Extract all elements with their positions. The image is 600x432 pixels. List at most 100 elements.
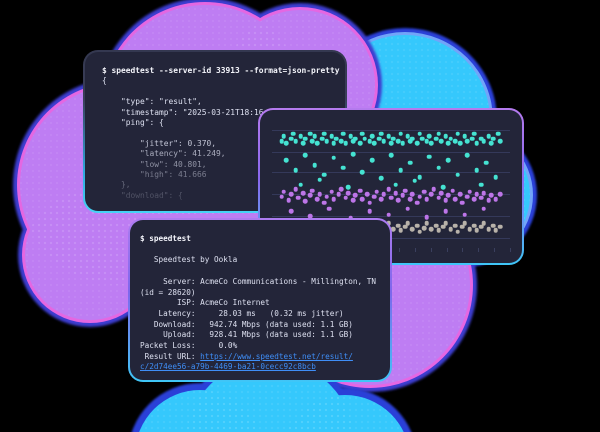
download-band-dot xyxy=(472,131,477,136)
download-band-dot xyxy=(469,136,475,141)
terminal-line: (id = 28620) xyxy=(140,287,196,297)
upload-band-dot xyxy=(414,200,420,205)
download-band-dot xyxy=(303,153,308,158)
upload-band-dot xyxy=(452,196,458,202)
ping-band-dot xyxy=(462,220,468,226)
ping-band-dot xyxy=(417,229,422,234)
upload-band-dot xyxy=(450,188,456,193)
x-axis-tick xyxy=(462,248,464,252)
terminal-line: Speedtest by Ookla xyxy=(140,255,238,265)
upload-band-dot xyxy=(324,194,330,199)
download-band-dot xyxy=(331,155,337,161)
download-band-dot xyxy=(474,167,479,173)
upload-band-dot xyxy=(407,196,413,202)
download-band-dot xyxy=(381,138,387,144)
download-band-dot xyxy=(481,138,487,144)
upload-band-dot xyxy=(353,193,358,198)
download-band-dot xyxy=(293,138,299,144)
download-band-dot xyxy=(283,158,289,163)
ping-band-dot xyxy=(486,226,491,232)
download-band-dot xyxy=(360,170,365,175)
plot-gridline xyxy=(272,172,510,174)
upload-band-dot xyxy=(431,187,437,192)
ping-band-dot xyxy=(429,226,434,232)
result-url-link[interactable]: https://www.speedtest.net/result/ xyxy=(200,351,353,361)
ping-band-dot xyxy=(414,223,420,228)
download-band-dot xyxy=(317,177,322,182)
x-axis-tick xyxy=(414,248,416,252)
terminal-line: $ speedtest --server-id 33913 --format=j… xyxy=(102,66,340,75)
upload-band-dot xyxy=(486,197,491,203)
download-band-dot xyxy=(353,136,358,141)
upload-band-dot xyxy=(472,196,477,202)
download-band-dot xyxy=(457,141,463,146)
terminal-speedtest-body: $ speedtest Speedtest by Ookla Server: A… xyxy=(130,220,390,380)
ping-band-dot xyxy=(398,228,403,233)
download-band-dot xyxy=(372,141,377,146)
upload-band-dot xyxy=(314,196,320,202)
download-band-dot xyxy=(314,141,320,146)
terminal-line: Upload: 928.41 Mbps (data used: 1.1 GB) xyxy=(140,330,353,340)
ping-band-dot xyxy=(422,225,427,231)
upload-band-dot xyxy=(393,190,399,196)
terminal-line xyxy=(102,87,339,97)
upload-band-dot xyxy=(460,200,465,205)
upload-band-dot xyxy=(338,187,344,192)
terminal-line: $ speedtest xyxy=(140,234,191,243)
download-band-dot xyxy=(312,162,318,168)
download-band-dot xyxy=(441,184,446,190)
upload-band-dot xyxy=(443,197,449,203)
upload-band-dot xyxy=(379,196,384,202)
download-band-dot xyxy=(393,182,399,187)
upload-band-dot xyxy=(424,214,429,220)
terminal-line: Server: AcmeCo Communications - Millingt… xyxy=(140,276,377,286)
ping-band-dot xyxy=(410,226,415,232)
upload-band-dot xyxy=(345,190,351,196)
upload-band-dot xyxy=(372,194,377,199)
upload-band-dot xyxy=(303,199,308,204)
upload-band-dot xyxy=(457,191,463,197)
ping-band-dot xyxy=(481,220,487,226)
download-band-dot xyxy=(436,165,441,170)
download-band-dot xyxy=(357,141,363,146)
download-band-dot xyxy=(412,178,418,184)
download-band-dot xyxy=(388,153,394,158)
download-band-dot xyxy=(426,154,432,159)
x-axis-tick xyxy=(446,248,448,252)
upload-band-dot xyxy=(310,188,315,193)
download-band-dot xyxy=(312,133,318,139)
download-band-dot xyxy=(341,165,346,170)
upload-band-dot xyxy=(295,195,301,201)
upload-band-dot xyxy=(331,196,337,202)
download-band-dot xyxy=(483,160,489,166)
ping-band-dot xyxy=(498,224,503,230)
download-band-dot xyxy=(438,138,444,144)
ping-band-dot xyxy=(436,228,441,233)
download-band-dot xyxy=(417,174,422,180)
upload-band-dot xyxy=(360,196,365,202)
upload-band-dot xyxy=(386,187,391,192)
x-axis-tick xyxy=(478,248,480,252)
terminal-line: { xyxy=(102,76,107,86)
result-url-link[interactable]: c/2d74ee56-a79b-4469-ba21-0cecc92c8bcb xyxy=(140,362,316,372)
ping-band-dot xyxy=(405,220,410,226)
download-band-dot xyxy=(498,138,503,144)
ping-band-dot xyxy=(424,220,429,226)
download-band-dot xyxy=(341,131,346,136)
download-band-dot xyxy=(369,133,375,139)
download-band-dot xyxy=(331,141,337,146)
upload-band-dot xyxy=(386,212,391,218)
upload-band-dot xyxy=(438,190,444,196)
download-band-dot xyxy=(300,141,306,146)
download-band-dot xyxy=(322,131,327,136)
ping-band-dot xyxy=(452,223,458,228)
upload-band-dot xyxy=(493,196,499,202)
upload-band-dot xyxy=(400,193,406,198)
download-band-dot xyxy=(281,133,287,139)
terminal-line: Result URL: https://www.speedtest.net/re… xyxy=(140,351,353,361)
terminal-line xyxy=(140,245,382,256)
upload-band-dot xyxy=(350,197,356,203)
upload-band-dot xyxy=(462,212,468,218)
upload-band-dot xyxy=(422,189,427,195)
upload-band-dot xyxy=(381,191,387,197)
